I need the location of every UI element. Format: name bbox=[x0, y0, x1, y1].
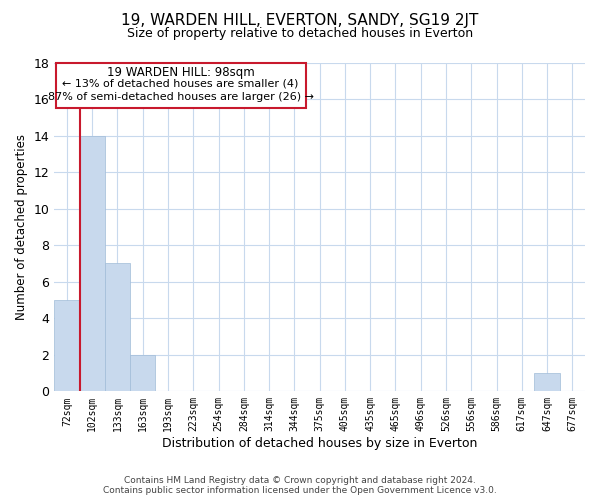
Bar bbox=[105, 264, 130, 392]
X-axis label: Distribution of detached houses by size in Everton: Distribution of detached houses by size … bbox=[162, 437, 478, 450]
FancyBboxPatch shape bbox=[56, 64, 306, 108]
Bar bbox=[130, 355, 155, 392]
Text: Contains HM Land Registry data © Crown copyright and database right 2024.
Contai: Contains HM Land Registry data © Crown c… bbox=[103, 476, 497, 495]
Text: ← 13% of detached houses are smaller (4): ← 13% of detached houses are smaller (4) bbox=[62, 79, 299, 89]
Text: Size of property relative to detached houses in Everton: Size of property relative to detached ho… bbox=[127, 28, 473, 40]
Bar bbox=[535, 373, 560, 392]
Bar bbox=[54, 300, 80, 392]
Text: 19 WARDEN HILL: 98sqm: 19 WARDEN HILL: 98sqm bbox=[107, 66, 254, 79]
Bar bbox=[80, 136, 105, 392]
Text: 19, WARDEN HILL, EVERTON, SANDY, SG19 2JT: 19, WARDEN HILL, EVERTON, SANDY, SG19 2J… bbox=[121, 12, 479, 28]
Text: 87% of semi-detached houses are larger (26) →: 87% of semi-detached houses are larger (… bbox=[47, 92, 314, 102]
Y-axis label: Number of detached properties: Number of detached properties bbox=[15, 134, 28, 320]
